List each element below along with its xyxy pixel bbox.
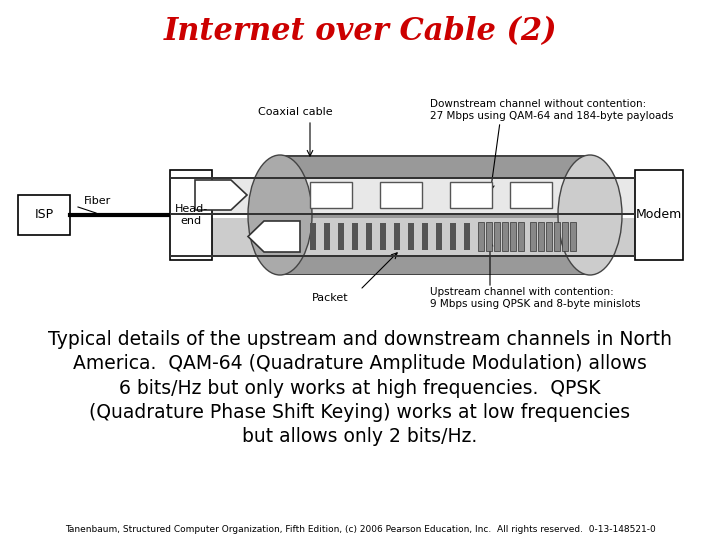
- Bar: [310, 182, 352, 208]
- Ellipse shape: [558, 155, 622, 275]
- Text: Packet: Packet: [312, 293, 348, 303]
- Bar: [546, 222, 552, 251]
- Bar: [280, 155, 590, 275]
- Bar: [352, 223, 358, 250]
- FancyArrow shape: [248, 221, 300, 252]
- Ellipse shape: [248, 155, 312, 275]
- Bar: [570, 222, 576, 251]
- Bar: [510, 182, 552, 208]
- Bar: [380, 182, 422, 208]
- Bar: [170, 177, 635, 179]
- Bar: [170, 218, 635, 255]
- Text: Internet over Cable (2): Internet over Cable (2): [163, 17, 557, 48]
- Bar: [538, 222, 544, 251]
- Bar: [170, 213, 635, 215]
- Bar: [170, 177, 635, 213]
- Bar: [562, 222, 568, 251]
- Bar: [280, 273, 590, 275]
- Text: Fiber: Fiber: [84, 196, 112, 206]
- Text: Typical details of the upstream and downstream channels in North
America.  QAM-6: Typical details of the upstream and down…: [48, 330, 672, 446]
- Text: ISP: ISP: [35, 208, 53, 221]
- Bar: [554, 222, 560, 251]
- Text: Tanenbaum, Structured Computer Organization, Fifth Edition, (c) 2006 Pearson Edu: Tanenbaum, Structured Computer Organizat…: [65, 525, 655, 535]
- Bar: [310, 223, 316, 250]
- Bar: [422, 223, 428, 250]
- Bar: [338, 223, 344, 250]
- Bar: [170, 255, 635, 257]
- Bar: [478, 222, 484, 251]
- Bar: [464, 223, 470, 250]
- Text: Modem: Modem: [636, 208, 682, 221]
- Bar: [510, 222, 516, 251]
- Bar: [518, 222, 524, 251]
- Text: Downstream channel without contention:
27 Mbps using QAM-64 and 184-byte payload: Downstream channel without contention: 2…: [430, 99, 673, 121]
- Bar: [494, 222, 500, 251]
- Bar: [280, 155, 590, 157]
- Text: Head-
end: Head- end: [174, 204, 207, 226]
- Bar: [366, 223, 372, 250]
- Bar: [436, 223, 442, 250]
- Bar: [502, 222, 508, 251]
- Bar: [394, 223, 400, 250]
- Bar: [18, 195, 70, 235]
- Bar: [486, 222, 492, 251]
- Text: Upstream channel with contention:
9 Mbps using QPSK and 8-byte minislots: Upstream channel with contention: 9 Mbps…: [430, 287, 641, 309]
- Bar: [450, 182, 492, 208]
- Bar: [408, 223, 414, 250]
- Bar: [324, 223, 330, 250]
- Text: Coaxial cable: Coaxial cable: [258, 107, 333, 117]
- Bar: [170, 170, 212, 260]
- FancyArrow shape: [195, 180, 247, 210]
- Bar: [635, 170, 683, 260]
- Bar: [380, 223, 386, 250]
- Bar: [450, 223, 456, 250]
- Bar: [530, 222, 536, 251]
